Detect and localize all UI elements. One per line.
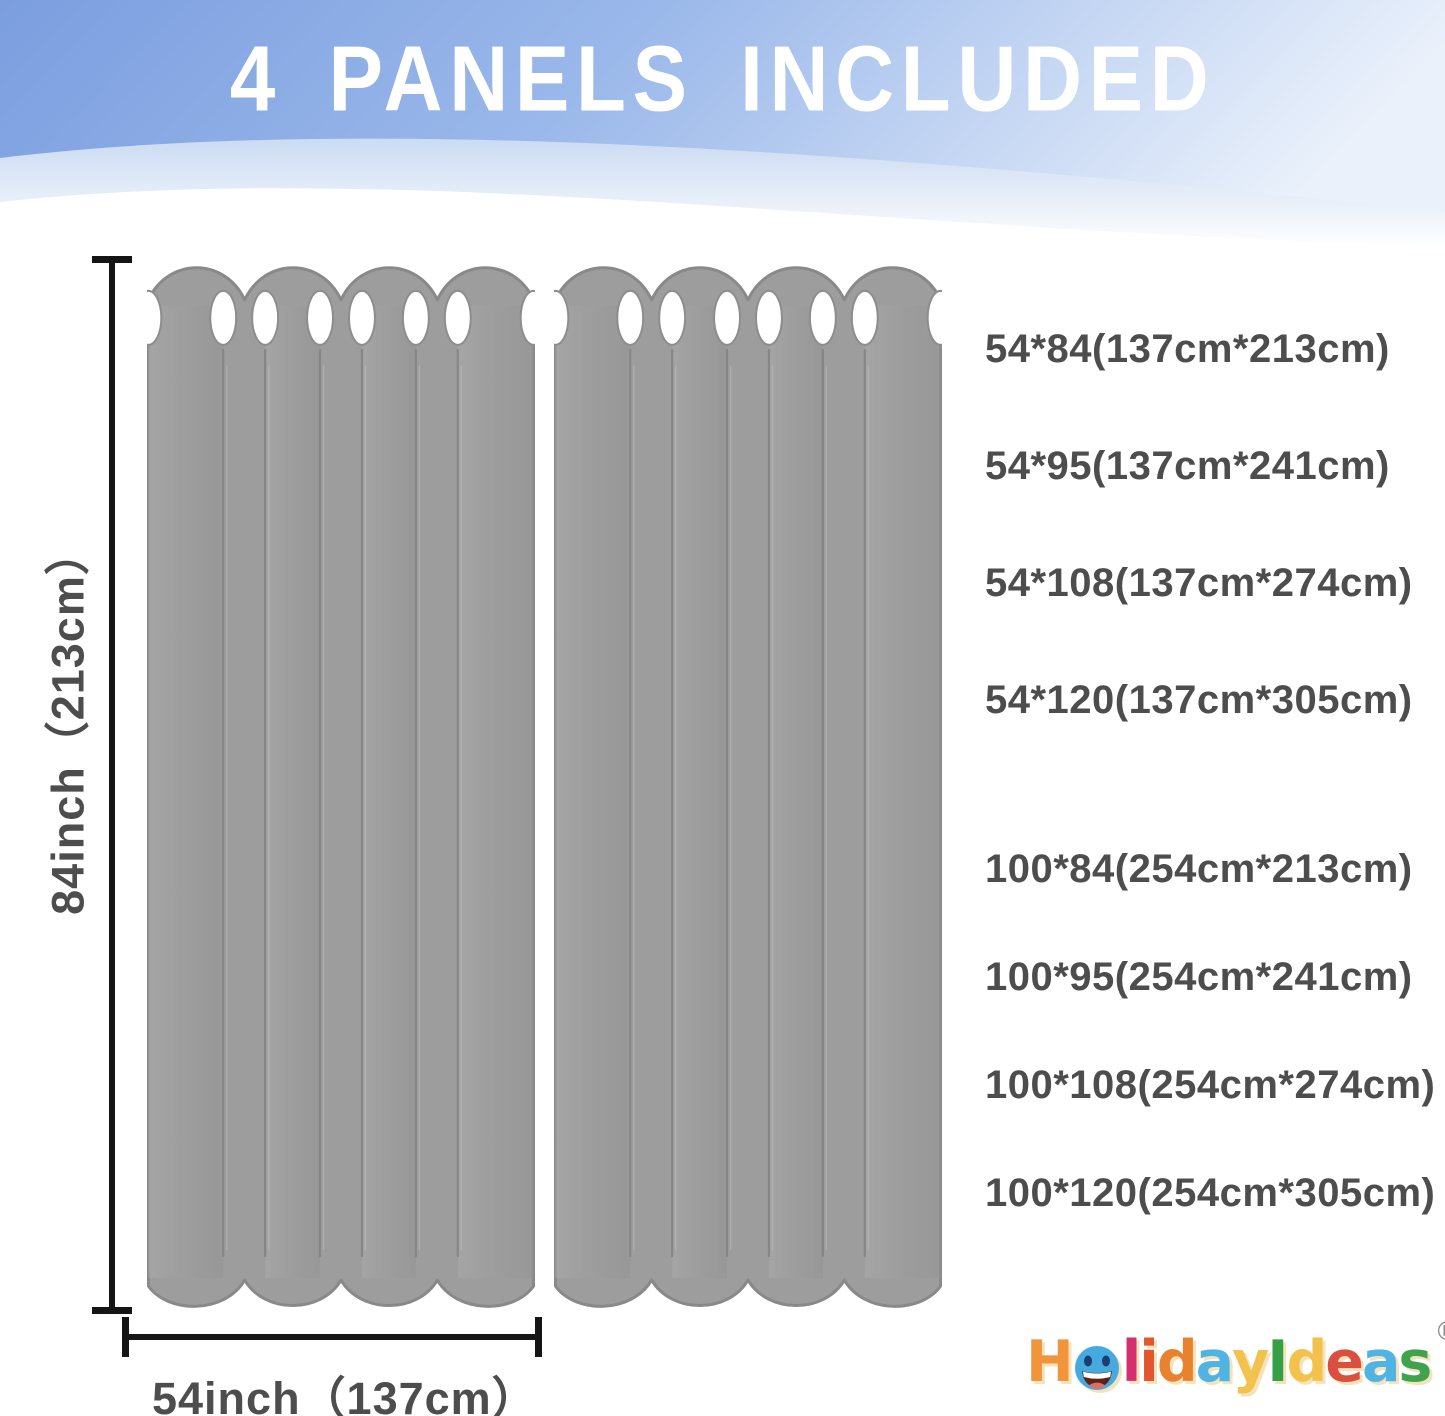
size-option: 54*95(137cm*241cm) [985, 444, 1390, 488]
grommet-hole [347, 289, 376, 346]
logo-letter: a [1361, 1329, 1400, 1395]
grommet-hole [443, 289, 472, 346]
grommet-hole [306, 289, 335, 346]
logo-letter: I [1267, 1329, 1288, 1395]
width-dimension-line [124, 1334, 540, 1340]
grommet-hole [401, 289, 430, 346]
registered-trademark-icon: ® [1434, 1300, 1445, 1364]
grommet-hole [209, 289, 238, 346]
logo-letter: d [1156, 1329, 1198, 1395]
logo-letter: l [1121, 1329, 1141, 1395]
height-dimension-cap-top [92, 256, 132, 263]
logo-letter: a [1195, 1329, 1234, 1395]
size-option: 100*95(254cm*241cm) [985, 955, 1413, 999]
width-dimension-label: 54inch（137cm） [152, 1373, 538, 1416]
grommet-hole [850, 289, 879, 346]
fold-shading [265, 305, 321, 1279]
size-option: 54*120(137cm*305cm) [985, 678, 1413, 722]
size-option: 100*108(254cm*274cm) [985, 1063, 1436, 1107]
header-banner: 4 PANELS INCLUDED [0, 0, 1445, 262]
fold-shading [148, 305, 224, 1279]
fold-shading [457, 305, 534, 1279]
height-dimension-label: 84inch（213cm） [42, 529, 94, 915]
logo-letter: e [1325, 1329, 1364, 1395]
width-dimension-cap-right [535, 1317, 542, 1357]
size-option: 54*108(137cm*274cm) [985, 561, 1413, 605]
fold-shading [672, 305, 728, 1279]
logo-letter: i [1139, 1329, 1158, 1395]
logo-letter: s [1398, 1329, 1432, 1395]
size-option: 100*84(254cm*213cm) [985, 847, 1413, 891]
width-dimension-cap-left [122, 1317, 129, 1357]
fold-shading [361, 305, 416, 1279]
page-title: 4 PANELS INCLUDED [229, 27, 1216, 131]
fold-shading [768, 305, 823, 1279]
grommet-hole [754, 289, 783, 346]
fold-shading [864, 305, 941, 1279]
height-dimension-cap-bottom [92, 1307, 132, 1314]
logo-letter: d [1286, 1329, 1327, 1395]
grommet-hole [713, 289, 742, 346]
size-list-group-inches-100: 100*84(254cm*213cm) 100*95(254cm*241cm) 10… [985, 846, 1435, 1278]
grommet-hole [808, 289, 837, 346]
logo-letter: y [1232, 1329, 1269, 1395]
header-wave-background [0, 0, 1445, 262]
height-dimension-line [109, 259, 115, 1311]
header-white-wave [0, 188, 1445, 262]
grommet-hole [616, 289, 645, 346]
size-list-group-inches-54: 54*84(137cm*213cm) 54*95(137cm*241cm) 54*1… [985, 326, 1413, 794]
grommet-hole [251, 289, 280, 346]
fold-shading [555, 305, 631, 1279]
grommet-hole [658, 289, 687, 346]
size-option: 54*84(137cm*213cm) [985, 327, 1390, 371]
curtain-panel-left [134, 252, 548, 1314]
curtain-panel-right [541, 252, 955, 1314]
size-option: 100*120(254cm*305cm) [985, 1171, 1436, 1215]
smiley-face-icon [1074, 1340, 1120, 1390]
logo-letter: H [1026, 1329, 1074, 1395]
